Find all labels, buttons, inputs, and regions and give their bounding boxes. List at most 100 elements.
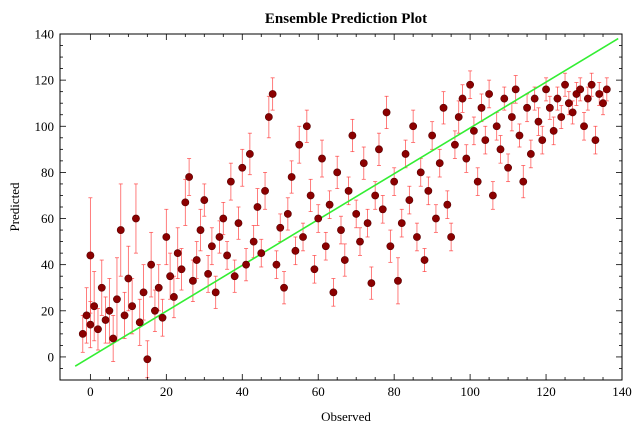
data-point: [451, 140, 459, 149]
x-axis-label: Observed: [321, 409, 371, 424]
data-point: [86, 251, 95, 260]
data-point: [580, 122, 588, 131]
data-point: [359, 159, 368, 168]
y-tick-label: 20: [41, 303, 54, 318]
data-point: [147, 260, 156, 269]
data-point: [348, 131, 357, 140]
y-tick-label: 40: [41, 257, 54, 272]
data-point: [287, 173, 296, 181]
data-point: [439, 103, 448, 112]
data-point: [519, 177, 528, 186]
data-point: [318, 154, 326, 163]
data-point: [124, 274, 133, 283]
x-tick-label: 60: [312, 384, 325, 399]
data-point: [492, 122, 501, 131]
x-tick-label: 0: [87, 384, 94, 399]
x-tick-label: 140: [612, 384, 632, 399]
data-point: [151, 306, 159, 315]
data-point: [128, 302, 137, 311]
data-point: [321, 242, 330, 251]
data-point: [207, 242, 216, 251]
data-point: [428, 131, 437, 140]
data-point: [90, 302, 99, 311]
data-point: [553, 94, 562, 103]
data-point: [462, 154, 471, 163]
data-point: [230, 272, 239, 281]
data-point: [595, 90, 604, 98]
data-point: [283, 210, 292, 218]
data-point: [591, 136, 600, 145]
y-tick-label: 100: [35, 119, 55, 134]
data-point: [367, 279, 376, 288]
data-point: [504, 163, 512, 172]
data-point: [158, 313, 167, 322]
data-point: [173, 249, 182, 258]
data-point: [405, 196, 414, 204]
data-point: [139, 288, 148, 297]
axis-ticks: 0 20 40 60 80 100 120 140 0 20 40 60 80 100 120 140: [35, 27, 632, 400]
data-point: [561, 80, 569, 89]
data-point: [583, 94, 592, 103]
data-point: [488, 191, 497, 200]
data-point: [507, 113, 516, 121]
data-point: [602, 85, 611, 94]
data-point: [120, 311, 129, 320]
data-point: [302, 122, 311, 131]
data-point: [261, 186, 269, 195]
data-point: [530, 94, 539, 103]
plot-frame: [59, 33, 623, 381]
data-point: [333, 168, 342, 177]
data-point: [477, 103, 486, 112]
data-point: [466, 80, 475, 89]
data-point: [443, 200, 452, 209]
data-point: [132, 214, 140, 223]
y-tick-label: 80: [41, 165, 54, 180]
data-point: [526, 150, 535, 158]
data-point: [416, 168, 425, 177]
data-point: [276, 223, 285, 232]
data-point: [515, 131, 524, 140]
y-tick-label: 60: [41, 211, 54, 226]
data-point: [599, 99, 607, 108]
x-tick-label: 120: [536, 384, 556, 399]
data-point: [310, 265, 319, 274]
data-point: [394, 276, 402, 285]
data-point: [78, 329, 87, 338]
data-point: [135, 318, 144, 327]
data-point: [257, 249, 266, 258]
data-point: [105, 306, 114, 315]
data-point: [97, 283, 106, 292]
data-point: [375, 145, 383, 154]
data-point: [166, 272, 175, 281]
data-point: [435, 159, 444, 168]
data-point: [542, 85, 550, 94]
data-point: [272, 260, 281, 269]
data-point: [337, 226, 345, 234]
data-point: [299, 233, 307, 241]
data-point: [371, 191, 380, 200]
data-point: [470, 126, 478, 135]
data-point: [291, 246, 300, 255]
data-point: [253, 203, 262, 211]
data-point: [378, 205, 387, 214]
reference-line: [74, 37, 619, 367]
data-point: [534, 117, 543, 126]
y-axis-label: Predicted: [7, 182, 22, 232]
data-point: [432, 214, 440, 223]
data-point: [409, 122, 418, 131]
data-point: [192, 256, 201, 264]
data-point: [511, 85, 520, 94]
data-point: [196, 226, 205, 234]
data-point: [204, 269, 212, 278]
data-point: [413, 233, 421, 241]
data-point: [223, 251, 231, 260]
data-point: [545, 103, 554, 112]
plot-area: [74, 37, 619, 379]
data-point: [181, 198, 190, 207]
y-tick-label: 120: [35, 73, 55, 88]
data-point: [86, 320, 95, 329]
data-point: [344, 186, 353, 195]
data-point: [238, 163, 247, 172]
data-point: [249, 237, 258, 246]
